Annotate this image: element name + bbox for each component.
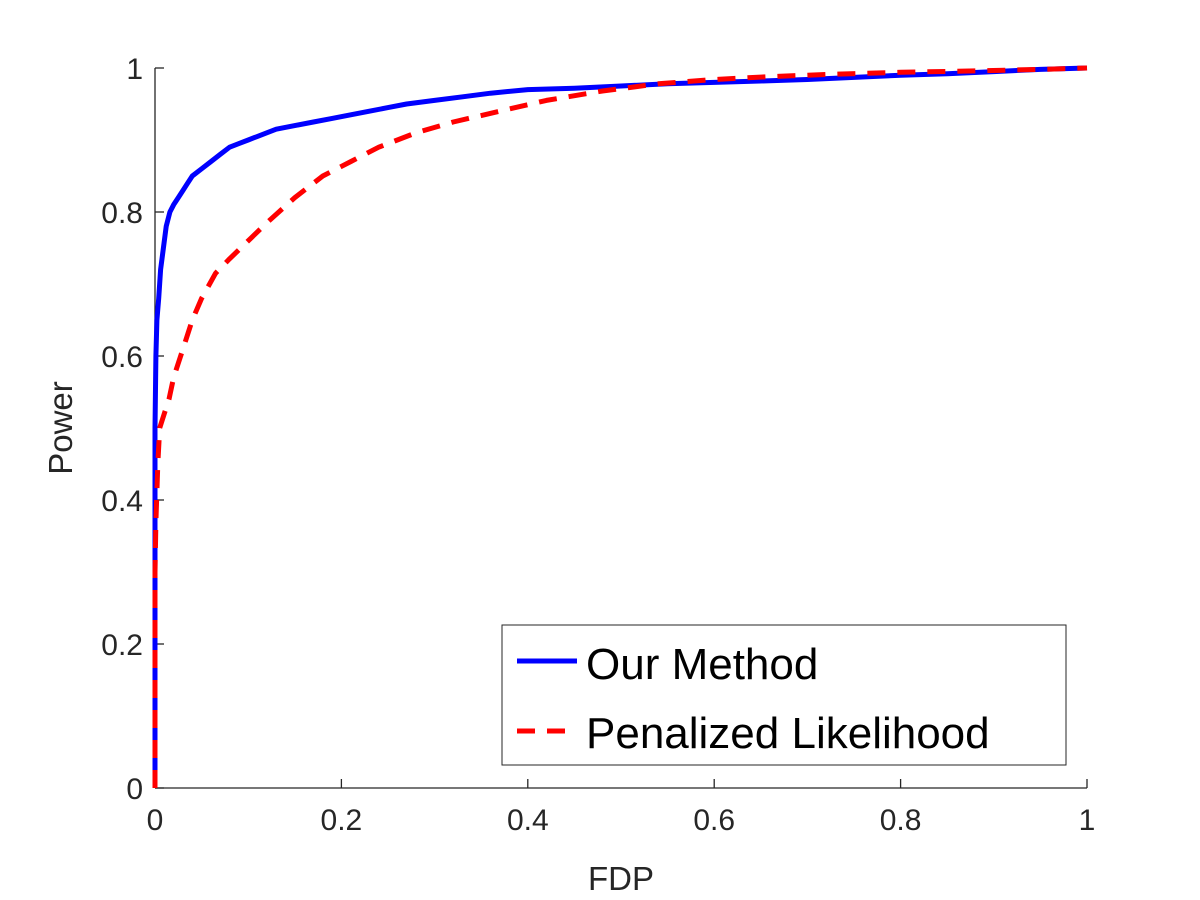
legend-label-our-method: Our Method [586,640,818,689]
legend-label-penalized-likelihood: Penalized Likelihood [586,709,990,758]
y-tick-label: 0.8 [101,197,143,230]
y-tick-label: 0 [126,773,143,806]
y-tick-label: 0.4 [101,485,143,518]
series-layer [152,65,1088,788]
y-axis-label: Power [42,381,79,475]
x-tick-label: 0 [147,804,164,837]
series-line-our-method [152,65,1088,788]
x-axis-label: FDP [588,860,654,897]
x-tick-label: 1 [1079,804,1096,837]
y-tick-label: 1 [126,53,143,86]
axis-ticks: 0 0.2 0.4 0.6 0.8 1 0 0.2 0.4 0.6 0.8 1 [101,53,1095,837]
x-tick-label: 0.8 [880,804,922,837]
series-line-penalized-likelihood [152,65,1088,788]
x-tick-label: 0.4 [507,804,549,837]
x-tick-label: 0.6 [693,804,735,837]
legend: Our Method Penalized Likelihood [501,624,1067,766]
y-tick-label: 0.2 [101,629,143,662]
x-tick-label: 0.2 [321,804,363,837]
legend-box [501,624,1067,766]
y-tick-label: 0.6 [101,341,143,374]
